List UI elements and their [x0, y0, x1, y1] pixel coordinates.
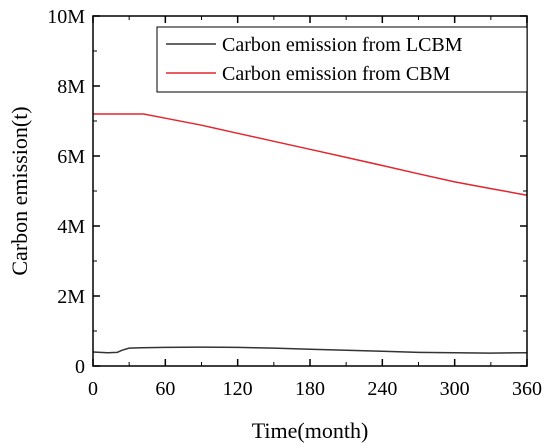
- x-tick-label: 180: [295, 378, 325, 400]
- x-axis-title: Time(month): [252, 418, 369, 443]
- y-tick-label: 4M: [57, 216, 85, 238]
- x-tick-labels: 0 60 120 180 240 300 360: [88, 378, 542, 400]
- x-tick-label: 300: [440, 378, 470, 400]
- x-tick-label: 360: [512, 378, 542, 400]
- legend-label-0: Carbon emission from LCBM: [222, 34, 463, 56]
- plot-frame: [92, 15, 528, 367]
- legend-label-1: Carbon emission from CBM: [222, 63, 451, 85]
- series-line-0: [92, 346, 528, 354]
- series-lines: [92, 113, 528, 354]
- x-tick-label: 240: [367, 378, 397, 400]
- x-tick-label: 0: [88, 378, 98, 400]
- x-tick-label: 60: [155, 378, 175, 400]
- y-tick-label: 2M: [57, 286, 85, 308]
- y-tick-label: 0: [75, 356, 85, 378]
- series-line-1: [93, 113, 528, 196]
- y-tick-labels: 0 2M 4M 6M 8M 10M: [47, 6, 85, 378]
- legend-box: [156, 26, 528, 93]
- legend: Carbon emission from LCBM Carbon emission…: [156, 26, 528, 93]
- x-tick-label: 120: [223, 378, 253, 400]
- y-tick-label: 8M: [57, 76, 85, 98]
- y-axis-title: Carbon emission(t): [7, 106, 32, 275]
- y-tick-label: 10M: [47, 6, 85, 28]
- y-tick-label: 6M: [57, 146, 85, 168]
